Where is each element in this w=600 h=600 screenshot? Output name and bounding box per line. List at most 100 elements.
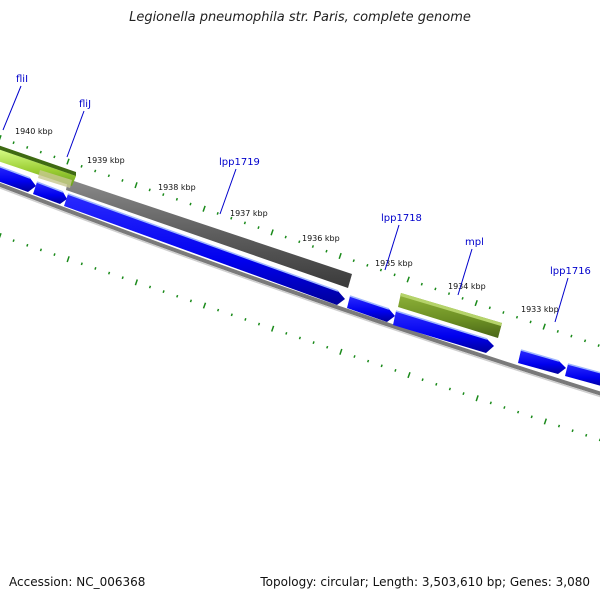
- tick-label-1936: 1936 kbp: [302, 234, 340, 243]
- tick-mark: [270, 229, 274, 236]
- tick-mark: [502, 311, 505, 314]
- gene-blue-2: [33, 182, 67, 204]
- tick-mark: [406, 276, 410, 283]
- tick-label-1940: 1940 kbp: [15, 127, 53, 136]
- tick-mark: [175, 197, 179, 201]
- forward-genes: [0, 166, 600, 386]
- tick-mark: [39, 248, 43, 252]
- gene-label-lpp1719[interactable]: lpp1719: [219, 157, 260, 168]
- tick-mark: [570, 334, 573, 338]
- tick-mark: [26, 146, 29, 149]
- accession-text: Accession: NC_006368: [9, 575, 146, 589]
- tick-mark: [134, 279, 139, 286]
- tick-label-1933: 1933 kbp: [521, 305, 559, 314]
- tick-mark: [353, 355, 356, 358]
- tick-label-1938: 1938 kbp: [158, 183, 196, 192]
- gene-label-fliJ[interactable]: fliJ: [79, 99, 91, 110]
- tick-mark: [448, 387, 452, 391]
- map-title: Legionella pneumophila str. Paris, compl…: [129, 10, 471, 25]
- tick-mark: [121, 179, 124, 182]
- tick-mark: [338, 252, 342, 260]
- tick-mark: [189, 299, 193, 303]
- tick-mark: [216, 308, 220, 312]
- tick-mark: [94, 267, 97, 270]
- gene-fliI-dark-strip: [0, 145, 76, 176]
- tick-mark: [311, 245, 315, 248]
- tick-mark: [12, 239, 15, 243]
- tick-mark: [202, 302, 207, 309]
- tick-mark: [461, 296, 464, 300]
- tick-label-1937: 1937 kbp: [230, 209, 268, 218]
- gene-blue-4: [347, 296, 395, 322]
- gene-blue-3: [64, 194, 345, 305]
- tick-mark: [420, 282, 423, 286]
- leader-fliI: [2, 85, 22, 131]
- gene-fliJ-bar: [38, 170, 72, 188]
- forward-gene-highlights: [0, 166, 600, 374]
- leader-fliJ: [66, 110, 85, 158]
- tick-mark: [515, 315, 519, 319]
- gene-label-lpp1718[interactable]: lpp1718: [381, 213, 422, 224]
- tick-mark: [366, 359, 370, 363]
- gene-blue-5: [393, 311, 494, 353]
- tick-mark: [516, 410, 520, 414]
- tick-mark: [298, 336, 302, 340]
- tick-mark: [148, 188, 151, 192]
- tick-mark: [202, 205, 206, 212]
- tick-mark: [530, 415, 533, 419]
- tick-mark: [435, 382, 438, 386]
- tick-mark: [53, 155, 56, 159]
- tick-mark: [53, 253, 56, 256]
- tick-mark: [380, 364, 383, 368]
- tick-mark: [542, 323, 546, 330]
- tick-mark: [230, 313, 233, 317]
- tick-mark: [326, 345, 329, 349]
- outer-tick-row: [0, 134, 600, 347]
- tick-mark: [94, 169, 97, 173]
- tick-mark: [556, 329, 559, 333]
- tick-mark: [121, 276, 124, 280]
- tick-label-1939: 1939 kbp: [87, 156, 125, 165]
- leader-lpp1719: [219, 168, 237, 215]
- tick-mark: [216, 212, 219, 215]
- tick-mark: [393, 273, 396, 277]
- gene-blue-7: [565, 364, 600, 386]
- tick-labels: 1940 kbp 1939 kbp 1938 kbp 1937 kbp 1936…: [15, 127, 559, 314]
- tick-mark: [407, 371, 411, 379]
- gene-label-mpl[interactable]: mpl: [465, 237, 484, 248]
- tick-mark: [597, 344, 600, 347]
- tick-mark: [176, 294, 179, 298]
- tick-mark: [80, 164, 83, 168]
- gene-label-lpp1716[interactable]: lpp1716: [550, 266, 591, 277]
- tick-mark: [270, 325, 275, 332]
- tick-mark: [434, 287, 437, 291]
- tick-mark: [489, 401, 492, 405]
- tick-mark: [366, 263, 369, 267]
- inner-tick-row: [0, 232, 600, 442]
- tick-mark: [0, 134, 2, 141]
- leader-lpp1718: [384, 224, 400, 271]
- tick-mark: [447, 292, 451, 296]
- tick-mark: [421, 378, 424, 382]
- tick-mark: [26, 243, 29, 247]
- gene-label-fliI[interactable]: fliI: [16, 74, 28, 85]
- tick-mark: [462, 392, 465, 396]
- tick-mark: [543, 418, 548, 425]
- gene-mpl-bar: [398, 293, 502, 338]
- leader-lpp1716: [554, 277, 569, 323]
- gene-blue-1: [0, 166, 36, 192]
- tick-mark: [244, 318, 247, 321]
- tick-mark: [503, 406, 506, 409]
- tick-mark: [583, 339, 587, 343]
- tick-mark: [148, 285, 152, 289]
- tick-mark: [80, 262, 83, 266]
- tick-mark: [66, 158, 70, 165]
- tick-mark: [12, 141, 15, 145]
- tick-mark: [585, 433, 588, 437]
- tick-mark: [475, 395, 479, 402]
- tick-mark: [134, 182, 138, 189]
- tick-label-1935: 1935 kbp: [375, 259, 413, 268]
- tick-mark: [488, 306, 491, 310]
- tick-mark: [162, 193, 165, 197]
